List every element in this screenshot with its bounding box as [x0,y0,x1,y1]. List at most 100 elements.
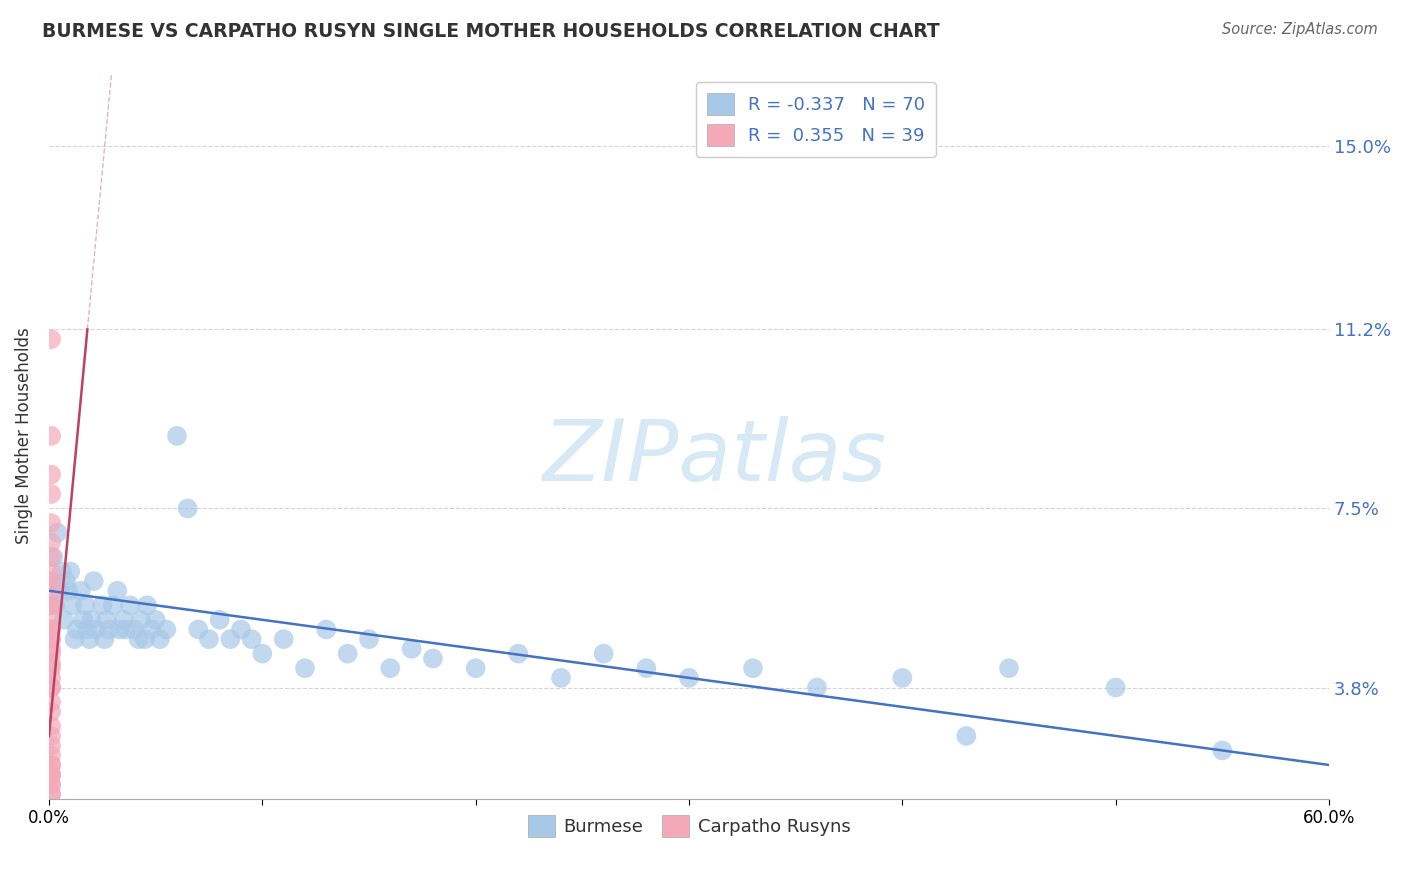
Point [52,613,75,627]
Point [39,719,62,733]
Point [39,429,62,443]
Point [39,739,62,753]
Point [166,429,188,443]
Point [84,623,107,637]
Point [91,599,114,613]
Point [1211,743,1233,757]
Point [208,613,231,627]
Point [39,641,62,656]
Point [39,777,62,791]
Point [39,535,62,549]
Point [75,599,97,613]
Point [955,729,977,743]
Point [39,574,62,588]
Y-axis label: Single Mother Households: Single Mother Households [15,327,32,544]
Point [39,681,62,695]
Point [39,705,62,719]
Point [806,681,828,695]
Point [39,767,62,781]
Point [39,777,62,791]
Point [336,647,359,661]
Point [39,681,62,695]
Point [240,632,263,647]
Point [891,671,914,685]
Point [252,647,274,661]
Point [39,671,62,685]
Point [79,632,101,647]
Point [105,583,128,598]
Point [39,632,62,647]
Point [56,583,79,598]
Point [97,623,120,637]
Point [114,623,136,637]
Point [39,599,62,613]
Point [39,623,62,637]
Point [636,661,658,675]
Point [124,623,146,637]
Point [83,574,105,588]
Point [742,661,765,675]
Point [118,599,141,613]
Legend: Burmese, Carpatho Rusyns: Burmese, Carpatho Rusyns [520,808,858,844]
Point [39,583,62,598]
Point [39,467,62,482]
Point [39,332,62,346]
Point [145,613,167,627]
Point [101,599,124,613]
Point [422,651,444,665]
Point [294,661,316,675]
Point [39,516,62,530]
Point [678,671,700,685]
Point [998,661,1021,675]
Point [39,758,62,772]
Point [39,661,62,675]
Text: Source: ZipAtlas.com: Source: ZipAtlas.com [1222,22,1378,37]
Point [39,549,62,564]
Point [39,574,62,588]
Point [508,647,530,661]
Text: BURMESE VS CARPATHO RUSYN SINGLE MOTHER HOUSEHOLDS CORRELATION CHART: BURMESE VS CARPATHO RUSYN SINGLE MOTHER … [42,22,941,41]
Point [44,599,66,613]
Point [112,613,135,627]
Point [80,613,103,627]
Point [1105,681,1128,695]
Point [592,647,614,661]
Point [39,565,62,579]
Point [155,623,177,637]
Point [66,623,89,637]
Point [70,583,93,598]
Point [39,695,62,709]
Point [51,565,73,579]
Point [96,613,118,627]
Point [187,623,209,637]
Point [229,623,252,637]
Point [39,748,62,763]
Point [62,599,84,613]
Point [46,525,69,540]
Point [39,767,62,781]
Point [39,787,62,801]
Point [39,657,62,671]
Point [141,623,163,637]
Point [39,787,62,801]
Point [39,623,62,637]
Point [59,565,82,579]
Point [63,632,86,647]
Point [39,647,62,661]
Point [39,729,62,743]
Point [108,623,131,637]
Point [39,632,62,647]
Point [380,661,402,675]
Point [149,632,172,647]
Point [76,623,98,637]
Point [550,671,572,685]
Text: ZIPatlas: ZIPatlas [543,417,887,500]
Point [134,632,156,647]
Point [39,599,62,613]
Point [55,574,77,588]
Point [176,501,198,516]
Point [273,632,295,647]
Point [136,599,159,613]
Point [401,641,423,656]
Point [219,632,242,647]
